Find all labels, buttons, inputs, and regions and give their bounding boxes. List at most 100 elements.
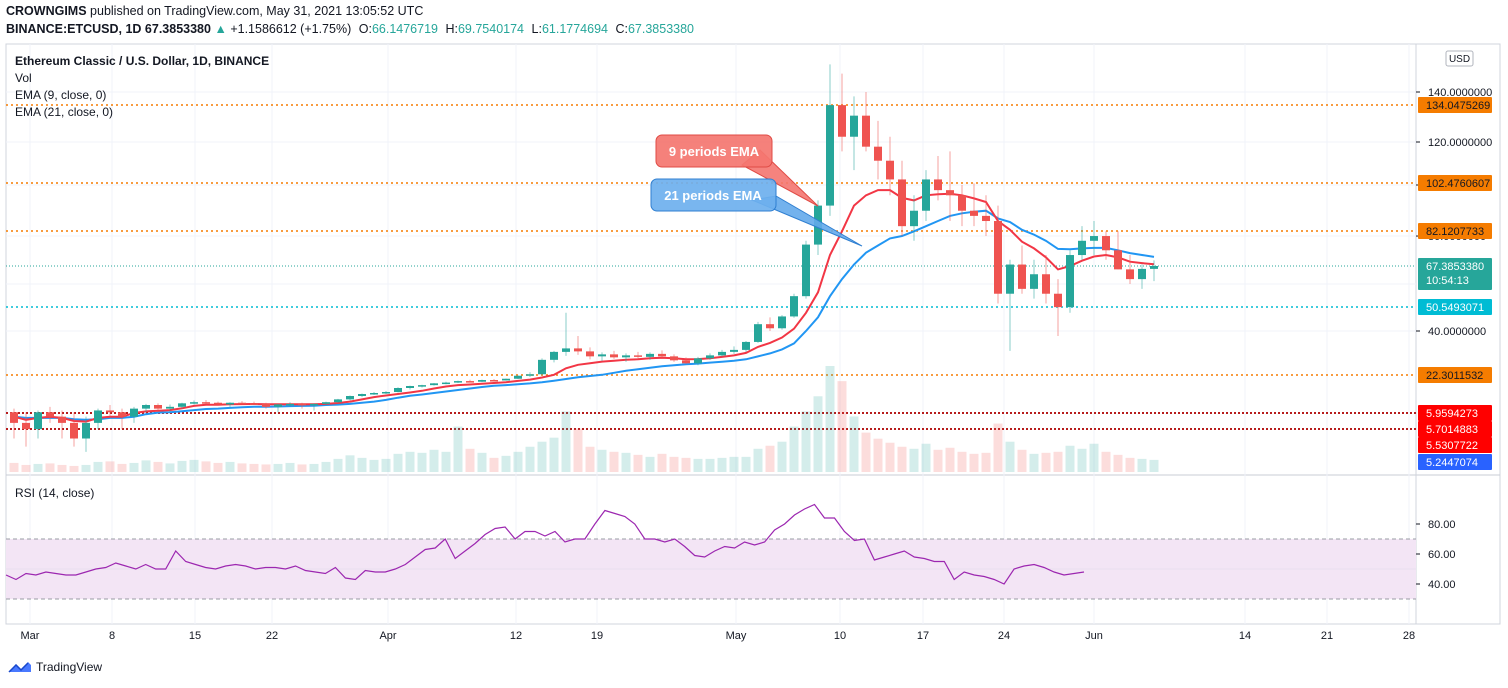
volume-bar [333,458,343,472]
candle [298,402,306,409]
volume-bar [201,461,211,472]
candle-body [82,422,90,439]
volume-bar [813,396,823,472]
price-tag-box [1418,437,1492,453]
candle [334,398,342,403]
currency-badge-box [1445,50,1474,67]
candle [742,340,750,352]
candle-body [1126,269,1134,280]
candle [1066,250,1074,313]
price-tag-box [1418,421,1492,437]
price-tag-blue: 5.2447074 [1418,454,1492,470]
candle-body [1114,250,1122,270]
candle-body [538,359,546,375]
candle-body [1090,236,1098,241]
candle-body [190,402,198,404]
candle-body [994,221,1002,294]
candle-body [862,115,870,147]
price-tag-label: 5.9594273 [1426,408,1478,420]
volume-bar [849,416,859,472]
price-tag-box [1418,367,1492,383]
volume-bar [537,441,547,472]
x-axis-tick-label: 15 [189,630,201,642]
volume-bar [105,461,115,472]
candle-body [802,244,810,297]
candle [910,195,918,241]
legend-title: Ethereum Classic / U.S. Dollar, 1D, BINA… [15,54,270,68]
candle [598,352,606,361]
high-value: 69.7540174 [457,22,525,36]
candle [1042,255,1050,304]
volume-bar [441,451,451,472]
candle [778,315,786,330]
candle-body [1066,255,1074,308]
candle-body [1078,240,1086,256]
price-tag-orange: 134.0475269 [1418,97,1492,113]
candle-body [790,296,798,317]
candle [790,293,798,318]
candle [514,375,522,379]
x-axis-tick-label: 19 [591,630,603,642]
volume-bar [657,453,667,472]
volume-bar [633,454,643,472]
candle [574,335,582,355]
legend-ema9: EMA (9, close, 0) [15,88,107,102]
candle [622,353,630,362]
volume-bar [1113,454,1123,472]
ema9-callout-box [655,134,773,168]
footer-brand[interactable]: TradingView [8,660,102,674]
candle-body [58,416,66,423]
candle-body [70,422,78,439]
candle [610,350,618,359]
candle [1114,231,1122,270]
candle-body [322,402,330,404]
candle [634,351,642,359]
candle-body [286,403,294,406]
candle [694,356,702,366]
close-value: 67.3853380 [627,22,695,36]
candle-body [1018,264,1026,289]
chart-frame [5,43,1501,625]
candle-body [526,374,534,376]
price-tag-label: 102.4760607 [1426,178,1490,190]
candle-body [154,405,162,409]
volume-bar [1005,441,1015,472]
price-tag-label: 5.5307722 [1426,440,1478,452]
x-axis-tick-label: 17 [917,630,929,642]
rsi-line [5,503,1085,585]
candle [1006,259,1014,351]
candle-body [10,412,18,423]
candle [1138,264,1146,289]
candle-body [1138,268,1146,280]
volume-bar [681,457,691,472]
price-tag-label: 134.0475269 [1426,100,1490,112]
candle [70,412,78,447]
volume-bar [321,461,331,472]
candle-body [406,386,414,388]
volume-bar [249,463,259,472]
volume-bar [837,381,847,472]
volume-bar [417,452,427,472]
volume-bar [165,463,175,472]
candle-body [46,412,54,417]
volume-bar [861,432,871,472]
candle [850,96,858,171]
candle [490,378,498,382]
legend-ema21: EMA (21, close, 0) [15,105,114,119]
volume-bar [381,458,391,472]
y-axis-tick-label: 40.0000000 [1428,326,1486,338]
candle-body [514,375,522,379]
price-tag-current: 67.3853380 10:54:13 [1418,258,1492,290]
volume-bar [141,460,151,472]
candle-body [826,105,834,206]
volume-bar [273,463,283,472]
candle-body [298,403,306,406]
candle-body [982,215,990,222]
candle [1078,226,1086,260]
candle-body [946,190,954,196]
volume-bar [369,459,379,472]
ema21-callout-box [650,178,777,212]
candle [946,151,954,222]
volume-bar [1137,458,1147,472]
